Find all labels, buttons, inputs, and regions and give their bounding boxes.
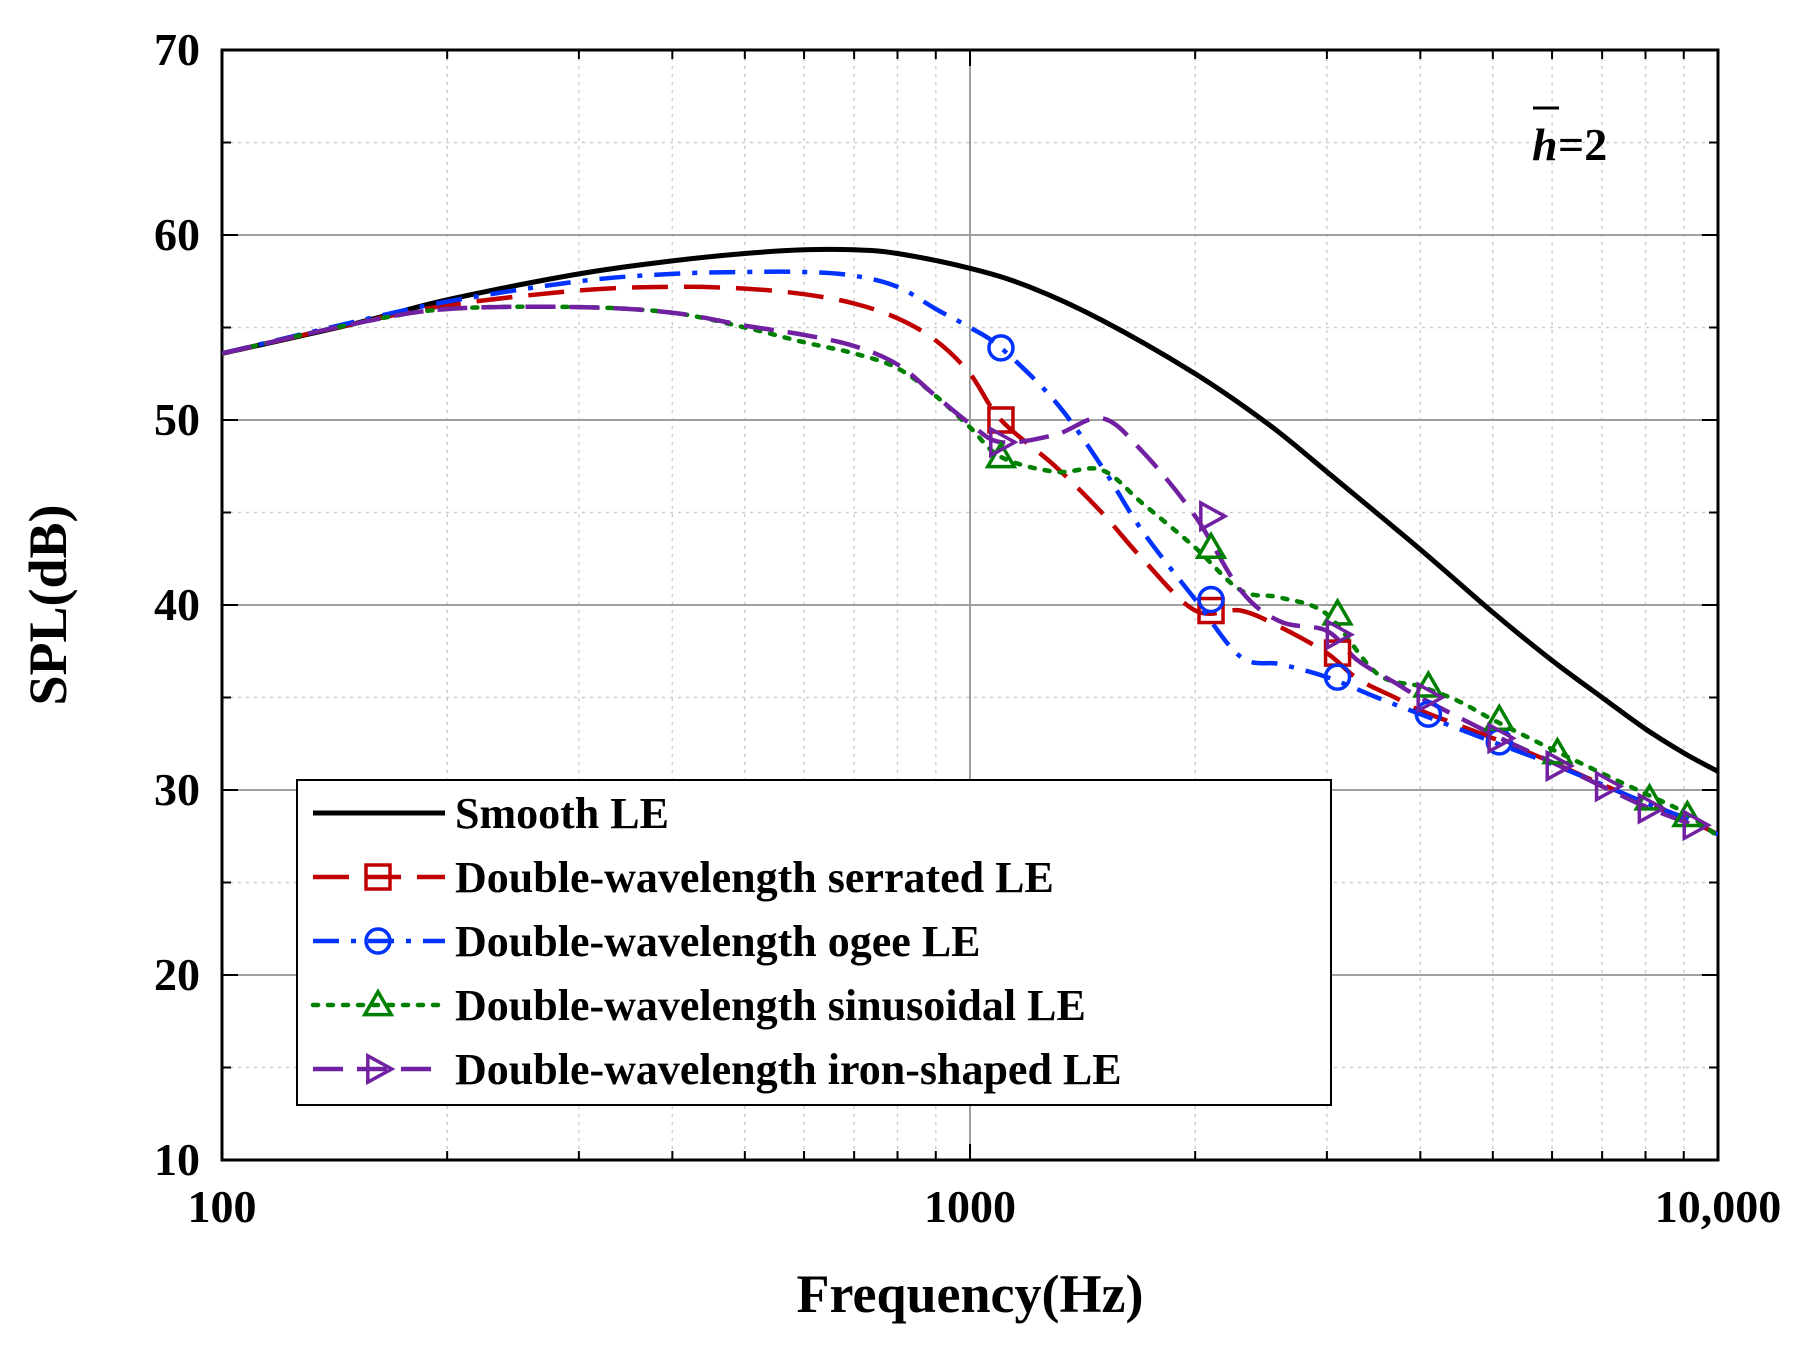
marker-ogee-le — [987, 334, 1015, 362]
axis-ticks — [222, 49, 1718, 1161]
marker-iron-shaped-le — [989, 426, 1019, 459]
y-tick-label: 50 — [154, 394, 200, 445]
marker-iron-shaped-le — [1545, 749, 1575, 783]
marker-iron-shaped-le — [1487, 722, 1517, 755]
marker-sinusoidal-le — [1541, 736, 1574, 765]
x-axis-title: Frequency(Hz) — [797, 1264, 1144, 1324]
y-tick-label: 30 — [154, 764, 200, 815]
series-line-serrated-le — [222, 284, 1718, 837]
marker-ogee-le — [1197, 585, 1225, 614]
legend-box — [296, 779, 1332, 1106]
x-tick-label: 10,000 — [1655, 1181, 1782, 1232]
legend-marker-ogee-le — [364, 927, 392, 955]
marker-serrated-le — [1197, 596, 1225, 625]
marker-serrated-le — [987, 406, 1015, 434]
h-bar-annotation: h =2 — [1532, 106, 1607, 170]
legend-marker-iron-shaped-le — [366, 1052, 396, 1086]
tick-labels: 100 1000 10,000 10 20 30 40 50 60 70 — [154, 24, 1781, 1232]
marker-iron-shaped-le — [1416, 681, 1446, 714]
legend-marker-serrated-le — [364, 863, 392, 891]
y-axis-title: SPL(dB) — [18, 504, 78, 705]
series-line-ogee-le — [222, 269, 1718, 837]
legend-marker-sinusoidal-le — [361, 988, 395, 1017]
marker-ogee-le — [1414, 700, 1443, 728]
marker-sinusoidal-le — [1321, 597, 1354, 626]
series-layer — [222, 246, 1718, 839]
x-tick-label: 1000 — [924, 1181, 1016, 1232]
y-tick-label: 60 — [154, 209, 200, 260]
marker-sinusoidal-le — [1194, 530, 1228, 559]
y-tick-label: 40 — [154, 579, 200, 630]
marker-iron-shaped-le — [1325, 618, 1355, 651]
legend-label-serrated-le: Double-wavelength serrated LE — [455, 853, 1054, 902]
y-tick-label: 10 — [154, 1134, 200, 1185]
legend-label-ogee-le: Double-wavelength ogee LE — [455, 917, 981, 966]
y-tick-label: 70 — [154, 24, 200, 75]
marker-iron-shaped-le — [1199, 500, 1229, 533]
marker-ogee-le — [1323, 663, 1352, 691]
x-tick-label: 100 — [188, 1181, 257, 1232]
marker-sinusoidal-le — [1671, 799, 1704, 828]
legend: Smooth LE Double-wavelength serrated LE Do… — [296, 779, 1332, 1106]
series-line-sinusoidal-le — [222, 304, 1718, 839]
legend-label-iron-shaped-le: Double-wavelength iron-shaped LE — [455, 1045, 1122, 1094]
h-symbol: h — [1532, 119, 1558, 170]
y-tick-label: 20 — [154, 949, 200, 1000]
series-line-iron-shaped-le — [222, 304, 1702, 830]
markers-layer — [984, 334, 1712, 842]
marker-iron-shaped-le — [1594, 770, 1625, 803]
series-line-smooth-le — [222, 246, 1718, 774]
marker-iron-shaped-le — [1682, 808, 1712, 842]
h-value: =2 — [1558, 119, 1607, 170]
legend-label-sinusoidal-le: Double-wavelength sinusoidal LE — [455, 981, 1086, 1030]
legend-label-smooth-le: Smooth LE — [455, 789, 669, 838]
marker-iron-shaped-le — [1637, 792, 1667, 825]
